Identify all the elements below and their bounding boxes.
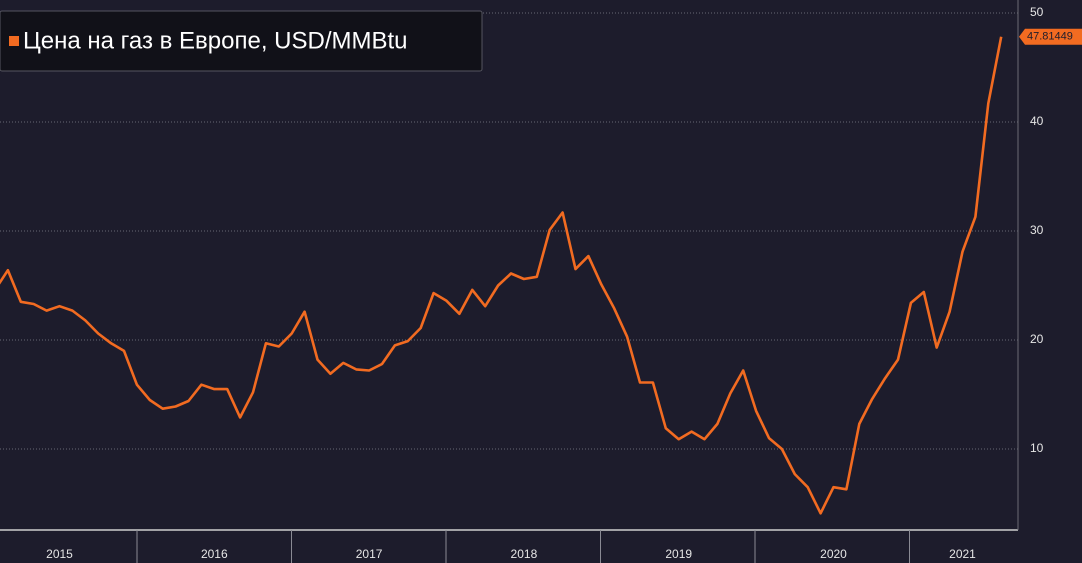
y-tick-label: 50 — [1030, 5, 1044, 19]
y-tick-label: 30 — [1030, 223, 1044, 237]
x-tick-label: 2015 — [46, 547, 73, 561]
x-tick-label: 2019 — [665, 547, 692, 561]
y-tick-label: 20 — [1030, 332, 1044, 346]
y-tick-label: 10 — [1030, 441, 1044, 455]
last-value-label: 47.81449 — [1027, 31, 1073, 43]
x-tick-label: 2018 — [511, 547, 538, 561]
x-tick-label: 2016 — [201, 547, 228, 561]
price-line — [0, 36, 1003, 515]
x-tick-label: 2020 — [820, 547, 847, 561]
legend-label: Цена на газ в Европе, USD/MMBtu — [23, 27, 408, 54]
y-tick-label: 40 — [1030, 114, 1044, 128]
x-tick-label: 2017 — [356, 547, 383, 561]
legend-swatch — [9, 36, 19, 46]
legend-box — [0, 10, 483, 72]
x-tick-label: 2021 — [949, 547, 976, 561]
last-value-tag — [1019, 28, 1082, 45]
